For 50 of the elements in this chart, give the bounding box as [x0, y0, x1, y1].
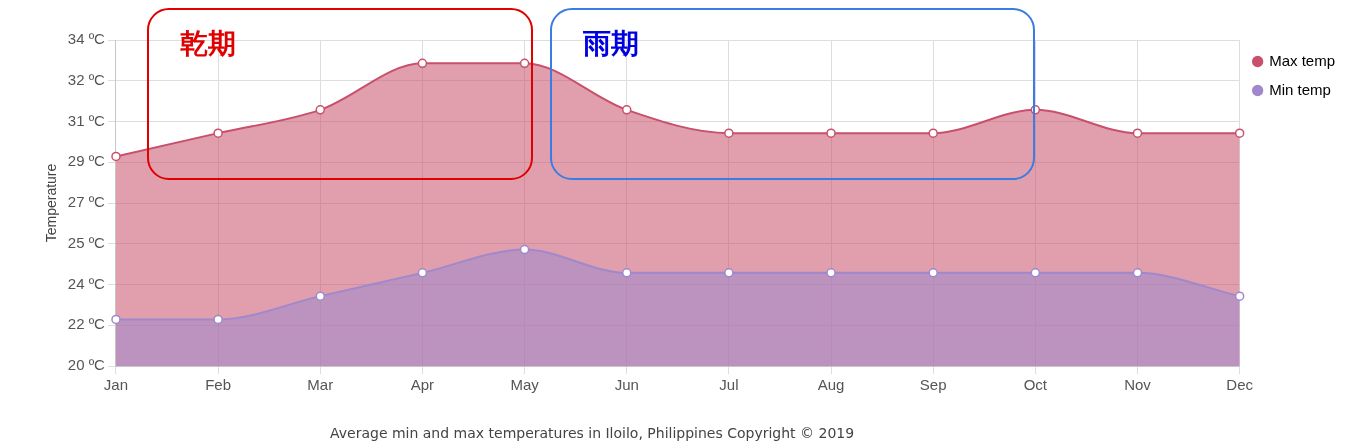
point [417, 268, 428, 278]
x-tick-label: Sep [919, 376, 947, 394]
x-tick-label: Feb [205, 376, 232, 394]
point [417, 58, 428, 69]
point [1234, 128, 1245, 138]
x-tick-label: Jun [614, 376, 639, 394]
y-tick-label: 29 ºC [67, 152, 106, 170]
point [724, 268, 734, 278]
point [111, 151, 121, 162]
y-tick-label: 20 ºC [67, 356, 106, 374]
point [519, 58, 530, 69]
point [213, 314, 223, 325]
point [1132, 268, 1143, 278]
x-tick-label: Nov [1124, 376, 1152, 394]
x-tick-label: Jul [719, 376, 739, 394]
y-tick-label: 24 ºC [67, 274, 106, 292]
point [724, 128, 734, 138]
x-tick-label: May [510, 376, 540, 394]
point [1234, 291, 1245, 301]
y-tick-label: 32 ºC [67, 70, 106, 88]
legend-label: Min temp [1269, 80, 1331, 98]
y-axis-title: Temperature [43, 163, 60, 243]
point [928, 268, 938, 278]
point [826, 128, 836, 138]
x-tick-label: Aug [817, 376, 845, 394]
point [111, 314, 121, 325]
annotation: 雨期 [583, 26, 639, 62]
x-tick-label: Dec [1226, 376, 1254, 394]
point [213, 128, 223, 138]
point [621, 268, 632, 278]
point [826, 268, 836, 278]
x-tick-label: Jan [103, 376, 129, 394]
point [315, 105, 326, 115]
y-tick-label: 27 ºC [67, 193, 106, 211]
x-tick-label: Oct [1023, 376, 1048, 394]
annotation: 乾期 [180, 26, 236, 62]
x-tick-label: Apr [410, 376, 435, 394]
y-tick-label: 22 ºC [67, 315, 106, 333]
point [928, 128, 938, 138]
text: Average min and max temperatures in Iloilo, Philippines Copyright © 2019 [330, 425, 855, 441]
y-tick-label: 34 ºC [67, 30, 106, 48]
point [519, 244, 530, 255]
point [621, 105, 632, 115]
point [1132, 128, 1143, 138]
point [1030, 268, 1041, 278]
point [315, 291, 326, 301]
y-tick-label: 25 ºC [67, 233, 106, 251]
x-tick-label: Mar [307, 376, 334, 394]
legend-label: Max temp [1269, 51, 1336, 69]
y-tick-label: 31 ºC [67, 111, 106, 129]
